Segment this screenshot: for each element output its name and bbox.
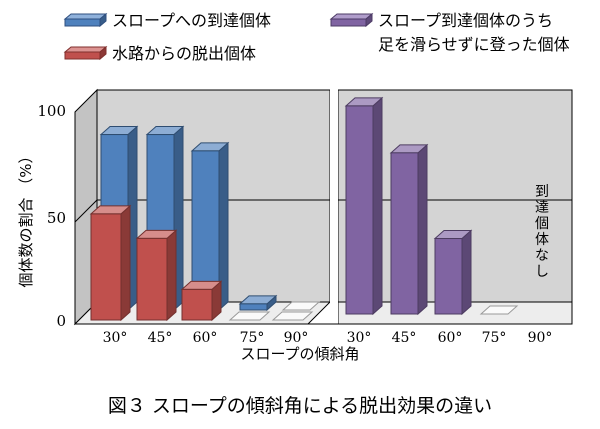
x-tick-labels: 30° 45° 60° 75° 90° 30° 45° 60° 75° 90° [103,330,553,346]
x-tick-label: 30° [347,330,372,346]
annotation-char: 体 [535,232,549,248]
bar-front [345,105,374,315]
x-tick-label: 45° [392,330,417,346]
bar-empty [271,311,314,321]
legend-swatch-purple [330,18,367,27]
legend-label-line1: スロープ到達個体のうち [378,11,553,30]
y-axis: 100 50 0 個体数の割合 （%） [17,102,66,330]
bars [89,96,519,322]
bar-escaped-4 [271,311,314,321]
x-tick-label: 75° [482,330,507,346]
x-tick-label: 30° [103,330,128,346]
x-tick-label: 90° [284,330,309,346]
bar-front [90,213,122,321]
legend: スロープへの到達個体 水路からの脱出個体 スロープ到達個体のうち 足を滑らせずに… [63,11,570,63]
bar-front [434,238,463,315]
bar-side [120,204,131,322]
bar-side [461,229,472,316]
x-tick-label: 45° [148,330,173,346]
annotation-char: な [535,248,549,264]
legend-item-climbed: スロープ到達個体のうち 足を滑らせずに登った個体 [329,11,570,54]
bar-empty [281,301,321,311]
annotation-char: 到 [535,184,549,200]
bar-front [136,237,168,321]
x-tick-label: 60° [438,330,463,346]
bar-empty [228,311,271,321]
legend-label: 水路からの脱出個体 [112,44,256,63]
no-data-annotation: 到達個体なし [535,184,549,280]
legend-label-line2: 足を滑らせずに登った個体 [378,35,570,54]
bar-side [417,143,428,316]
bar-escaped-2 [180,280,223,322]
bar-reached-4 [281,301,321,311]
y-tick-label: 100 [37,102,66,120]
bar-climbed-2 [433,229,473,316]
bar-front [390,152,419,315]
bar-front [181,288,213,321]
bar-side [166,229,177,322]
y-tick-label: 50 [47,209,66,227]
bar-empty [479,305,519,315]
legend-swatch-blue-front [64,18,101,27]
bar-side [372,96,383,316]
legend-item-reached: スロープへの到達個体 [63,11,271,30]
bar-front [239,303,268,311]
legend-label: スロープへの到達個体 [112,11,271,30]
x-tick-label: 90° [528,330,553,346]
bar-escaped-1 [135,229,178,322]
annotation-char: 個 [535,216,549,232]
annotation-char: し [535,264,549,280]
legend-swatch-red [64,51,101,60]
y-axis-label: 個体数の割合 （%） [17,148,35,287]
bar-escaped-0 [89,204,132,322]
bar-climbed-1 [389,143,429,316]
annotation-char: 達 [535,200,549,216]
x-tick-label: 60° [193,330,218,346]
panel-divider [330,88,338,326]
x-axis-label: スロープの傾斜角 [240,345,359,363]
legend-swatch-blue [63,13,108,20]
y-tick-label: 0 [56,312,66,330]
bar-climbed-3 [479,305,519,315]
figure-caption: 図３ スロープの傾斜角による脱出効果の違い [108,395,492,417]
bar-climbed-0 [344,96,384,316]
bar-reached-3 [238,294,278,312]
bar-escaped-3 [228,311,271,321]
x-tick-label: 75° [240,330,265,346]
legend-item-escaped: 水路からの脱出個体 [63,44,256,63]
gridline [74,199,98,223]
